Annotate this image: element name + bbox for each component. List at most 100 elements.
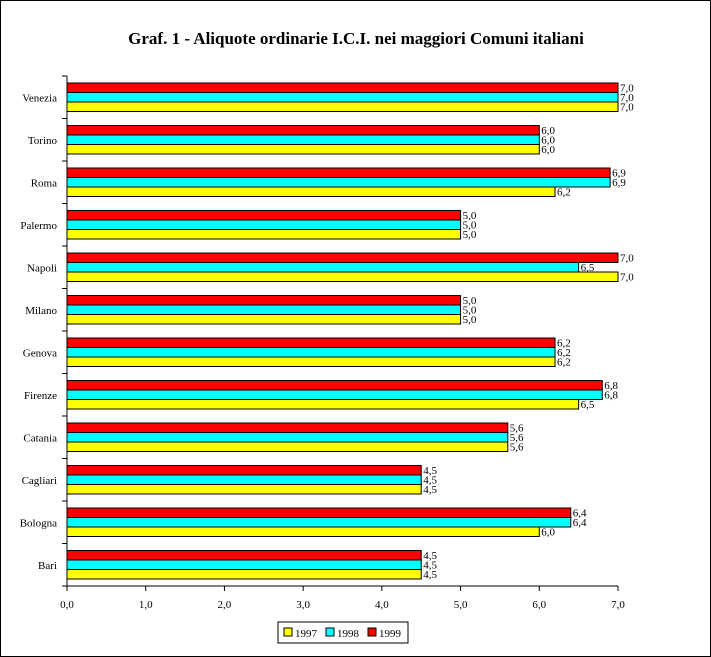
data-label: 6,4 xyxy=(573,508,587,520)
data-label: 5,0 xyxy=(463,210,477,222)
chart-title: Graf. 1 - Aliquote ordinarie I.C.I. nei … xyxy=(128,29,584,48)
category-label: Cagliari xyxy=(22,475,57,487)
category-label: Milano xyxy=(25,305,57,317)
category-label: Catania xyxy=(23,432,57,444)
bar-1999 xyxy=(66,295,462,306)
x-tick-label: 0,0 xyxy=(60,599,74,611)
data-label: 5,6 xyxy=(510,432,524,444)
data-label: 7,0 xyxy=(620,102,634,114)
legend-swatch-1998 xyxy=(325,627,335,637)
category-label: Firenze xyxy=(24,390,57,402)
bar-1998 xyxy=(66,262,580,273)
legend-label: 1998 xyxy=(337,628,360,640)
data-label: 7,0 xyxy=(620,272,634,284)
data-label: 5,6 xyxy=(510,442,524,454)
data-label: 6,8 xyxy=(604,390,618,402)
x-tick-label: 4,0 xyxy=(375,599,389,611)
bar-1999 xyxy=(66,422,509,433)
bar-1997 xyxy=(66,399,580,410)
data-label: 6,5 xyxy=(581,399,595,411)
bar-1997 xyxy=(66,271,619,282)
bar-1997 xyxy=(66,186,556,197)
data-label: 5,6 xyxy=(510,423,524,435)
data-label: 4,5 xyxy=(423,484,437,496)
data-label: 6,4 xyxy=(573,517,587,529)
category-label: Genova xyxy=(23,347,57,359)
bar-1998 xyxy=(66,92,619,103)
category-label: Roma xyxy=(31,177,57,189)
bar-1999 xyxy=(66,210,462,221)
category-label: Bari xyxy=(38,560,57,572)
legend xyxy=(277,621,409,644)
data-label: 6,0 xyxy=(541,527,555,539)
bar-1999 xyxy=(66,252,619,263)
x-tick-label: 2,0 xyxy=(218,599,232,611)
data-label: 4,5 xyxy=(423,465,437,477)
data-label: 6,2 xyxy=(557,347,571,359)
legend-swatch-1999 xyxy=(367,627,377,637)
x-tick-label: 1,0 xyxy=(139,599,153,611)
bar-1999 xyxy=(66,507,572,518)
data-label: 5,0 xyxy=(463,229,477,241)
bar-1997 xyxy=(66,101,619,112)
bar-1998 xyxy=(66,304,462,315)
legend-label: 1999 xyxy=(379,628,402,640)
data-label: 7,0 xyxy=(620,253,634,265)
bar-1998 xyxy=(66,134,540,145)
data-label: 6,0 xyxy=(541,144,555,156)
bar-1997 xyxy=(66,441,509,452)
bar-1998 xyxy=(66,517,572,528)
category-label: Palermo xyxy=(20,220,57,232)
bar-1998 xyxy=(66,389,603,400)
data-label: 4,5 xyxy=(423,560,437,572)
x-tick-label: 6,0 xyxy=(532,599,546,611)
data-label: 6,8 xyxy=(604,380,618,392)
x-tick-label: 3,0 xyxy=(296,599,310,611)
bar-1997 xyxy=(66,229,462,240)
data-label: 6,2 xyxy=(557,187,571,199)
data-label: 6,9 xyxy=(612,177,626,189)
data-label: 5,0 xyxy=(463,314,477,326)
data-label: 5,0 xyxy=(463,295,477,307)
data-label: 6,0 xyxy=(541,135,555,147)
bar-1999 xyxy=(66,550,422,561)
data-label: 6,9 xyxy=(612,168,626,180)
category-label: Venezia xyxy=(22,92,57,104)
bar-1998 xyxy=(66,432,509,443)
legend-label: 1997 xyxy=(295,628,318,640)
bar-1997 xyxy=(66,144,540,155)
data-label: 4,5 xyxy=(423,475,437,487)
bar-1997 xyxy=(66,356,556,367)
bar-1999 xyxy=(66,337,556,348)
bar-1997 xyxy=(66,314,462,325)
category-label: Napoli xyxy=(27,262,57,274)
data-label: 4,5 xyxy=(423,569,437,581)
bar-1998 xyxy=(66,474,422,485)
data-label: 6,2 xyxy=(557,357,571,369)
bar-1997 xyxy=(66,569,422,580)
category-label: Torino xyxy=(28,135,58,147)
bar-1999 xyxy=(66,465,422,476)
bar-1999 xyxy=(66,380,603,391)
x-tick-label: 7,0 xyxy=(611,599,625,611)
bar-1997 xyxy=(66,526,540,537)
data-label: 6,2 xyxy=(557,338,571,350)
data-label: 7,0 xyxy=(620,92,634,104)
bar-1999 xyxy=(66,167,611,178)
bar-1998 xyxy=(66,219,462,230)
category-label: Bologna xyxy=(20,517,57,529)
bar-1998 xyxy=(66,177,611,188)
bar-1997 xyxy=(66,484,422,495)
data-label: 7,0 xyxy=(620,83,634,95)
x-tick-label: 5,0 xyxy=(454,599,468,611)
legend-swatch-1997 xyxy=(283,627,293,637)
data-label: 4,5 xyxy=(423,550,437,562)
bar-1999 xyxy=(66,82,619,93)
bar-1998 xyxy=(66,347,556,358)
data-label: 6,5 xyxy=(581,262,595,274)
data-label: 6,0 xyxy=(541,125,555,137)
data-label: 5,0 xyxy=(463,220,477,232)
data-label: 5,0 xyxy=(463,305,477,317)
bar-1998 xyxy=(66,559,422,570)
